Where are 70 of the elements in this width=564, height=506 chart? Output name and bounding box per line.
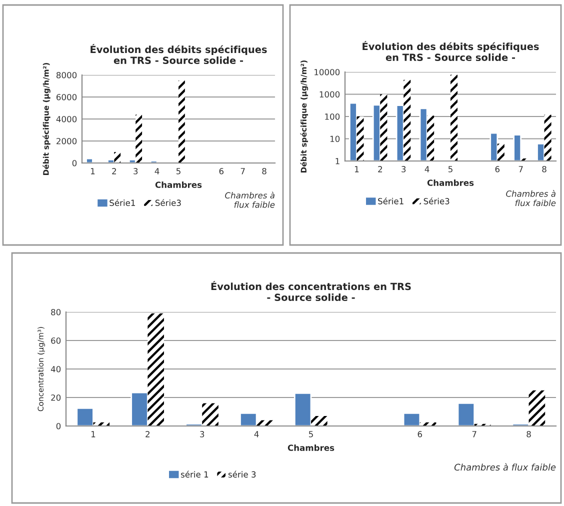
bar — [202, 403, 218, 426]
bar — [178, 80, 185, 163]
x-axis-title: Chambres — [427, 179, 474, 186]
y-tick-label: 2000 — [56, 138, 77, 144]
legend-label: Série1 — [110, 199, 135, 206]
text: Chambres à flux faible — [454, 463, 556, 471]
x-tick-label: 5 — [308, 431, 313, 438]
x-tick-label: 7 — [240, 168, 245, 174]
legend-label: série 1 — [180, 470, 208, 478]
y-tick-label: 60 — [51, 337, 61, 344]
x-tick-label: 1 — [90, 168, 95, 174]
x-tick-label: 2 — [112, 168, 116, 174]
legend-label: Série3 — [424, 198, 450, 204]
y-tick-label: 20 — [51, 394, 61, 401]
y-tick-label: 80 — [51, 308, 61, 316]
x-tick-label: 5 — [448, 166, 452, 172]
chart-title: Évolution des débits spécifiques en TRS - Source solide - — [362, 41, 539, 62]
bar — [311, 416, 328, 426]
bar — [240, 412, 258, 426]
bar — [130, 392, 148, 426]
x-tick-label: 7 — [518, 166, 523, 172]
y-tick-label: 1000 — [320, 91, 340, 98]
x-tick-label: 1 — [91, 431, 96, 438]
legend-label: Série1 — [378, 198, 404, 204]
bar — [457, 402, 476, 426]
x-tick-label: 7 — [472, 431, 476, 438]
y-tick-label: 0 — [56, 422, 61, 430]
x-tick-label: 8 — [526, 431, 531, 438]
chart-title: Évolution des débits spécifiques en TRS - Source solide - — [90, 44, 267, 64]
y-tick-label: 8000 — [56, 72, 77, 78]
text: Chambres à flux faible — [506, 190, 556, 206]
bar — [114, 152, 121, 163]
bar — [528, 390, 546, 426]
legend-label: Série3 — [155, 199, 181, 206]
x-axis-title: Chambres — [288, 444, 334, 451]
legend-label: série 3 — [228, 470, 256, 478]
x-tick-label: 3 — [134, 168, 138, 174]
y-tick-label: 1 — [336, 158, 340, 164]
bar — [86, 158, 94, 163]
x-tick-label: 2 — [378, 166, 382, 172]
bar — [76, 407, 94, 426]
x-tick-label: 5 — [176, 168, 180, 174]
x-tick-label: 3 — [200, 431, 204, 438]
y-tick-label: 40 — [50, 366, 61, 372]
x-tick-label: 6 — [219, 168, 224, 174]
x-tick-label: 2 — [146, 431, 150, 438]
y-tick-label: 10 — [330, 136, 340, 142]
x-tick-label: 6 — [418, 431, 422, 438]
x-tick-label: 4 — [154, 168, 160, 174]
x-tick-label: 3 — [402, 166, 406, 172]
text: Chambres à flux faible — [225, 192, 275, 208]
bar — [512, 423, 530, 426]
y-tick-label: 4000 — [56, 116, 77, 122]
bar — [402, 412, 421, 426]
y-tick-label: 6000 — [56, 94, 77, 100]
y-tick-label: 10000 — [314, 68, 340, 76]
x-tick-label: 4 — [254, 431, 259, 438]
x-tick-label: 8 — [262, 168, 266, 174]
x-axis-title: Chambres — [155, 181, 202, 188]
x-tick-label: 8 — [542, 166, 546, 172]
bar — [148, 313, 164, 426]
bar — [294, 392, 312, 426]
bar — [136, 114, 142, 163]
bar — [150, 160, 158, 163]
y-tick-label: 0 — [72, 160, 77, 166]
y-tick-label: 100 — [325, 113, 340, 120]
x-tick-label: 1 — [354, 166, 359, 172]
x-tick-label: 6 — [495, 166, 500, 172]
chart-title: Évolution des concentrations en TRS - Source solide - — [211, 281, 411, 302]
x-tick-label: 4 — [424, 166, 430, 172]
